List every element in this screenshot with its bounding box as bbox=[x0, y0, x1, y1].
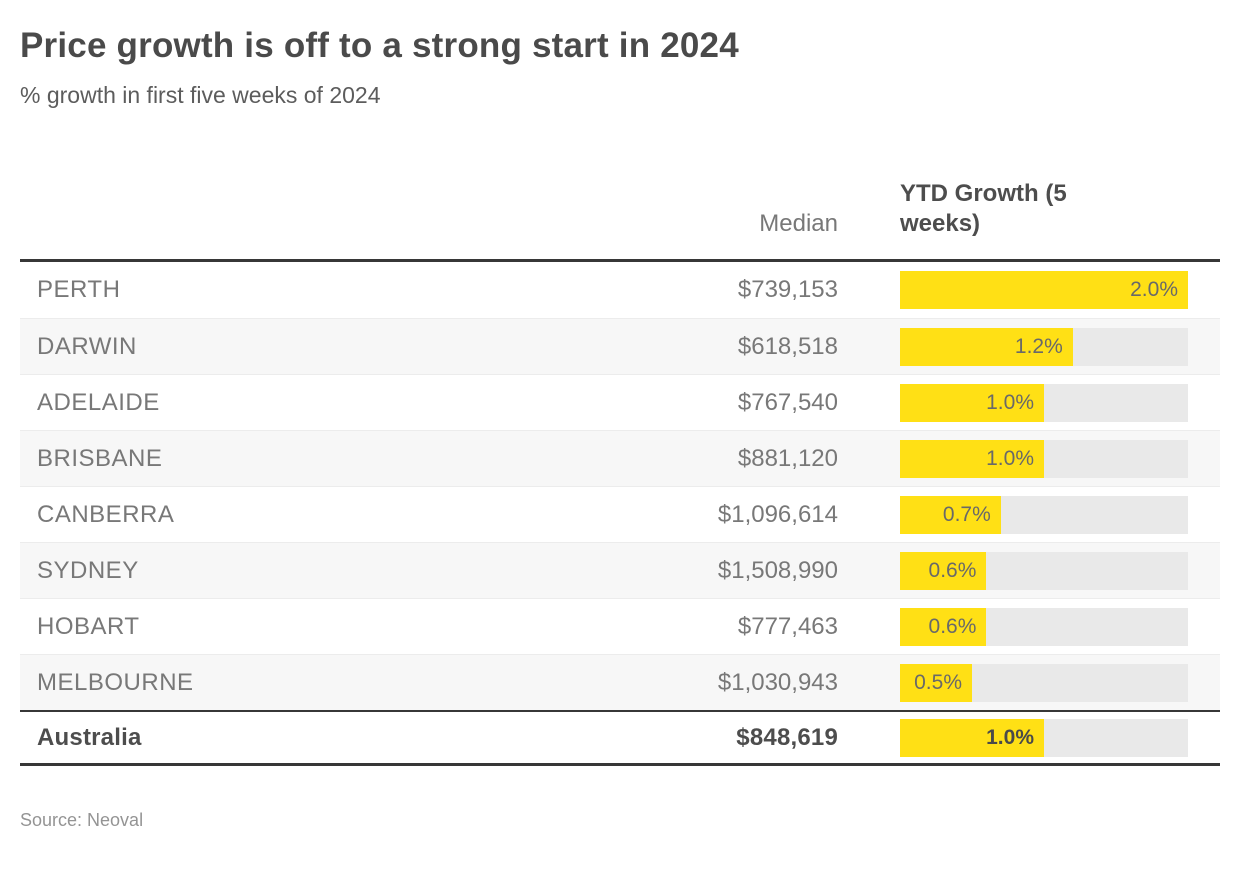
table-row: SYDNEY $1,508,990 0.6% bbox=[20, 542, 1220, 598]
table-body: PERTH $739,153 2.0% DARWIN $618,518 1.2% ADELA… bbox=[20, 262, 1220, 766]
growth-bar-fill: 1.0% bbox=[900, 718, 1044, 757]
growth-bar-track: 2.0% bbox=[900, 271, 1188, 309]
row-growth-cell: 0.5% bbox=[900, 663, 1188, 702]
growth-column-header-cell: YTD Growth (5 weeks) bbox=[900, 179, 1188, 239]
growth-bar-label: 0.6% bbox=[928, 558, 977, 582]
growth-bar-fill: 0.7% bbox=[900, 495, 1001, 534]
row-median-value: $777,463 bbox=[737, 612, 838, 640]
row-median-value: $739,153 bbox=[737, 276, 838, 303]
growth-bar-fill: 1.0% bbox=[900, 383, 1044, 422]
growth-bar-track: 0.6% bbox=[900, 551, 1188, 590]
row-median-value: $1,096,614 bbox=[717, 500, 838, 528]
source-note: Source: Neoval bbox=[20, 810, 144, 830]
table-row: MELBOURNE $1,030,943 0.5% bbox=[20, 654, 1220, 710]
table-row: PERTH $739,153 2.0% bbox=[20, 262, 1220, 318]
row-city-label: PERTH bbox=[37, 276, 121, 303]
row-city-label: Australia bbox=[37, 723, 142, 751]
chart-subtitle: % growth in first five weeks of 2024 bbox=[20, 82, 381, 108]
row-growth-cell: 1.0% bbox=[900, 383, 1188, 422]
row-median-value: $1,508,990 bbox=[717, 556, 838, 584]
growth-bar-label: 0.6% bbox=[928, 614, 977, 638]
row-city-label: SYDNEY bbox=[37, 556, 139, 584]
row-median-value: $1,030,943 bbox=[717, 668, 838, 696]
growth-bar-label: 2.0% bbox=[1130, 278, 1178, 301]
row-city-label: ADELAIDE bbox=[37, 388, 160, 416]
row-growth-cell: 1.0% bbox=[900, 439, 1188, 478]
growth-bar-track: 1.0% bbox=[900, 439, 1188, 478]
row-growth-cell: 0.6% bbox=[900, 551, 1188, 590]
table-row: CANBERRA $1,096,614 0.7% bbox=[20, 486, 1220, 542]
growth-bar-fill: 1.0% bbox=[900, 439, 1044, 478]
growth-bar-fill: 0.5% bbox=[900, 663, 972, 702]
row-city-label: MELBOURNE bbox=[37, 668, 194, 696]
row-city-label: BRISBANE bbox=[37, 444, 163, 472]
growth-bar-fill: 2.0% bbox=[900, 271, 1188, 309]
table-header-row: Median YTD Growth (5 weeks) bbox=[20, 179, 1220, 262]
row-median-value: $848,619 bbox=[736, 723, 838, 751]
growth-bar-track: 1.0% bbox=[900, 718, 1188, 757]
row-growth-cell: 0.7% bbox=[900, 495, 1188, 534]
row-growth-cell: 1.0% bbox=[900, 718, 1188, 757]
growth-bar-track: 1.2% bbox=[900, 327, 1188, 366]
table-row: HOBART $777,463 0.6% bbox=[20, 598, 1220, 654]
growth-bar-label: 1.0% bbox=[986, 390, 1034, 414]
row-median-value: $618,518 bbox=[737, 332, 838, 360]
growth-column-header: YTD Growth (5 weeks) bbox=[900, 180, 1067, 237]
chart-title: Price growth is off to a strong start in… bbox=[20, 26, 739, 65]
growth-bar-label: 1.2% bbox=[1014, 334, 1063, 358]
row-median-value: $767,540 bbox=[737, 388, 838, 416]
growth-bar-track: 1.0% bbox=[900, 383, 1188, 422]
table-row: Australia $848,619 1.0% bbox=[20, 710, 1220, 766]
growth-bar-label: 0.7% bbox=[942, 502, 991, 526]
growth-bar-fill: 0.6% bbox=[900, 551, 987, 590]
table-row: ADELAIDE $767,540 1.0% bbox=[20, 374, 1220, 430]
median-column-header: Median bbox=[759, 210, 838, 237]
row-growth-cell: 0.6% bbox=[900, 607, 1188, 646]
row-city-label: DARWIN bbox=[37, 332, 137, 360]
growth-bar-fill: 1.2% bbox=[900, 327, 1073, 366]
growth-bar-track: 0.5% bbox=[900, 663, 1188, 702]
table-row: BRISBANE $881,120 1.0% bbox=[20, 430, 1220, 486]
growth-bar-track: 0.7% bbox=[900, 495, 1188, 534]
chart-page: Price growth is off to a strong start in… bbox=[0, 26, 1240, 831]
row-growth-cell: 1.2% bbox=[900, 327, 1188, 366]
growth-bar-label: 0.5% bbox=[914, 670, 962, 694]
growth-bar-label: 1.0% bbox=[986, 446, 1034, 470]
row-median-value: $881,120 bbox=[737, 444, 838, 472]
growth-bar-label: 1.0% bbox=[986, 725, 1034, 749]
row-growth-cell: 2.0% bbox=[900, 271, 1188, 309]
growth-bar-fill: 0.6% bbox=[900, 607, 987, 646]
price-growth-table: Median YTD Growth (5 weeks) PERTH $739,15… bbox=[20, 179, 1220, 766]
row-city-label: HOBART bbox=[37, 612, 140, 640]
row-city-label: CANBERRA bbox=[37, 500, 175, 528]
growth-bar-track: 0.6% bbox=[900, 607, 1188, 646]
table-row: DARWIN $618,518 1.2% bbox=[20, 318, 1220, 374]
